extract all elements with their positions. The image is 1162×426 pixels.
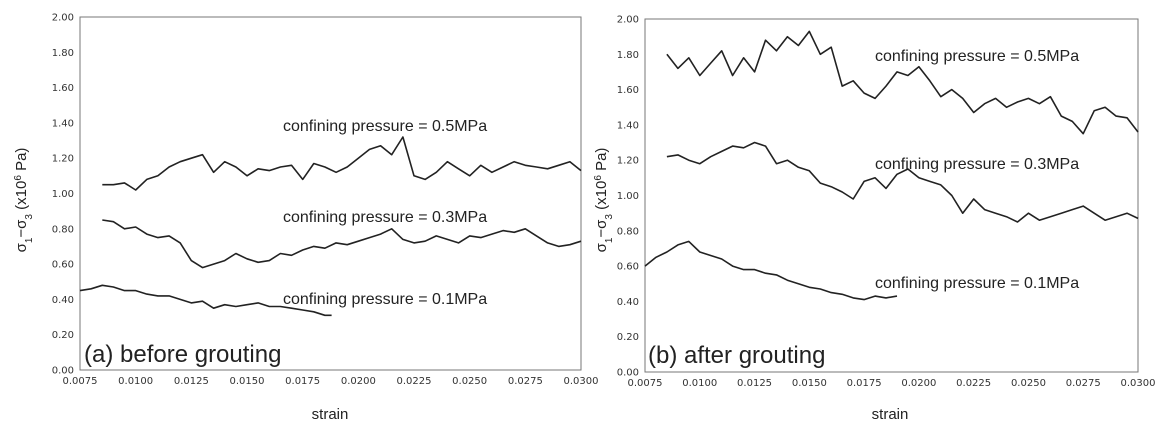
x-tick-label: 0.0300 — [1121, 378, 1156, 389]
y-tick-label: 1.00 — [52, 189, 74, 200]
y-tick-label: 1.00 — [617, 191, 639, 202]
x-axis-label: strain — [872, 406, 909, 423]
y-tick-label: 0.60 — [617, 262, 639, 273]
y-tick-labels: 0.00 0.20 0.40 0.60 0.80 1.00 1.20 1.40 1.60 1.80… — [52, 13, 74, 377]
y-axis-label: σ1−σ3 (x106 Pa) — [13, 148, 35, 253]
annotation-0.5mpa: confining pressure = 0.5MPa — [875, 48, 1079, 65]
x-tick-label: 0.0275 — [1066, 378, 1101, 389]
panel-label-b: (b) after grouting — [648, 342, 825, 369]
x-tick-label: 0.0075 — [63, 376, 98, 387]
series-line-2 — [102, 219, 582, 269]
x-tick-label: 0.0125 — [174, 376, 209, 387]
annotation-0.5mpa: confining pressure = 0.5MPa — [283, 118, 487, 135]
x-tick-label: 0.0100 — [682, 378, 717, 389]
y-tick-label: 1.40 — [617, 120, 639, 131]
x-tick-label: 0.0225 — [956, 378, 991, 389]
annotation-0.3mpa: confining pressure = 0.3MPa — [875, 156, 1079, 173]
y-tick-label: 0.80 — [617, 226, 639, 237]
x-tick-label: 0.0100 — [118, 376, 153, 387]
plot-frame — [644, 18, 1139, 373]
panel-label-a: (a) before grouting — [84, 341, 281, 368]
x-tick-label: 0.0200 — [341, 376, 376, 387]
y-tick-label: 0.60 — [52, 260, 74, 271]
series-line-3 — [79, 284, 332, 317]
y-tick-label: 0.40 — [52, 295, 74, 306]
x-tick-label: 0.0250 — [1011, 378, 1046, 389]
x-tick-label: 0.0175 — [847, 378, 882, 389]
x-tick-label: 0.0225 — [397, 376, 432, 387]
annotation-0.1mpa: confining pressure = 0.1MPa — [875, 275, 1079, 292]
x-axis-label: strain — [312, 406, 349, 423]
y-tick-label: 2.00 — [52, 13, 74, 24]
x-tick-labels: 0.0075 0.0100 0.0125 0.0150 0.0175 0.0200 0.02… — [63, 376, 599, 387]
annotation-0.3mpa: confining pressure = 0.3MPa — [283, 209, 487, 226]
x-tick-label: 0.0275 — [508, 376, 543, 387]
y-tick-label: 1.40 — [52, 118, 74, 129]
y-tick-label: 1.20 — [617, 156, 639, 167]
series-line-2 — [666, 141, 1139, 223]
x-tick-label: 0.0200 — [901, 378, 936, 389]
y-tick-label: 0.20 — [52, 330, 74, 341]
y-tick-labels: 0.00 0.20 0.40 0.60 0.80 1.00 1.20 1.40 1.60 1.80… — [617, 15, 639, 379]
y-tick-label: 1.80 — [52, 48, 74, 59]
plot-frame — [79, 16, 582, 371]
x-tick-labels: 0.0075 0.0100 0.0125 0.0150 0.0175 0.0200 0.02… — [628, 378, 1156, 389]
x-tick-label: 0.0075 — [628, 378, 663, 389]
y-tick-label: 0.40 — [617, 297, 639, 308]
y-tick-label: 0.00 — [617, 368, 639, 379]
x-tick-label: 0.0175 — [285, 376, 320, 387]
y-tick-label: 1.80 — [617, 50, 639, 61]
series-lines — [79, 136, 582, 317]
y-tick-label: 1.60 — [52, 83, 74, 94]
chart-panel-b: 0.00 0.20 0.40 0.60 0.80 1.00 1.20 1.40 1.60 1.80… — [593, 15, 1156, 424]
series-lines — [644, 30, 1139, 301]
series-line-1 — [666, 30, 1139, 135]
x-tick-label: 0.0125 — [737, 378, 772, 389]
y-axis-label: σ1−σ3 (x106 Pa) — [593, 148, 615, 253]
y-tick-label: 1.60 — [617, 85, 639, 96]
y-tick-label: 1.20 — [52, 154, 74, 165]
y-tick-label: 0.80 — [52, 224, 74, 235]
y-tick-label: 0.00 — [52, 366, 74, 377]
y-tick-label: 2.00 — [617, 15, 639, 26]
x-tick-label: 0.0250 — [452, 376, 487, 387]
y-tick-label: 0.20 — [617, 332, 639, 343]
series-line-3 — [644, 240, 898, 301]
x-tick-label: 0.0300 — [564, 376, 599, 387]
annotation-0.1mpa: confining pressure = 0.1MPa — [283, 291, 487, 308]
series-line-1 — [102, 136, 582, 191]
x-tick-label: 0.0150 — [230, 376, 265, 387]
chart-panel-a: 0.00 0.20 0.40 0.60 0.80 1.00 1.20 1.40 1.60 1.80… — [13, 13, 599, 424]
x-tick-label: 0.0150 — [792, 378, 827, 389]
